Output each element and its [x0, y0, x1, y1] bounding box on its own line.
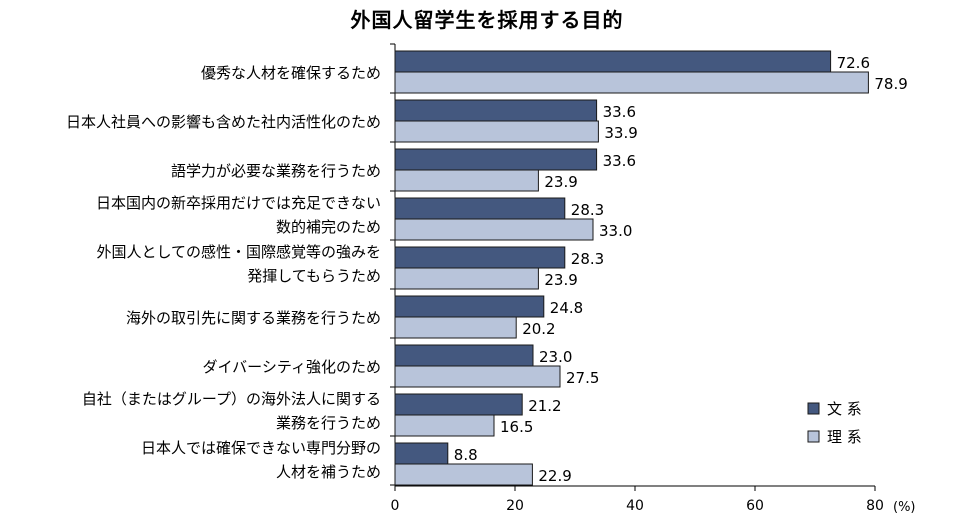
- bar-rikei: [394, 218, 594, 241]
- bar-value-label: 27.5: [566, 369, 599, 387]
- legend-label: 理 系: [827, 428, 862, 446]
- bar-bunkei: [394, 50, 832, 73]
- bar-value-label: 23.0: [539, 348, 572, 366]
- bar-rikei: [394, 463, 533, 486]
- bar-rikei: [394, 120, 599, 143]
- bar-value-label: 24.8: [550, 299, 583, 317]
- legend-label: 文 系: [827, 400, 862, 418]
- x-tick-label: 40: [626, 498, 644, 514]
- bar-bunkei: [394, 148, 598, 171]
- bar-value-label: 16.5: [500, 418, 533, 436]
- category-label: 人材を補うため: [276, 463, 381, 481]
- chart-title: 外国人留学生を採用する目的: [350, 8, 624, 32]
- bar-rikei: [394, 267, 539, 290]
- category-label: 数的補完のため: [276, 218, 381, 236]
- bar-bunkei: [394, 442, 449, 465]
- bar-value-label: 23.9: [544, 173, 577, 191]
- legend-swatch: [807, 402, 820, 415]
- bar-value-label: 72.6: [837, 54, 870, 72]
- bar-value-label: 28.3: [571, 250, 604, 268]
- bar-bunkei: [394, 295, 545, 318]
- bar-value-label: 33.0: [599, 222, 632, 240]
- category-label: 日本人社員への影響も含めた社内活性化のため: [66, 113, 381, 131]
- bar-rikei: [394, 169, 539, 192]
- bar-value-label: 33.6: [603, 152, 636, 170]
- bar-value-label: 28.3: [571, 201, 604, 219]
- bar-bunkei: [394, 197, 566, 220]
- bar-bunkei: [394, 246, 566, 269]
- category-label: 語学力が必要な業務を行うため: [171, 162, 381, 180]
- bar-bunkei: [394, 99, 598, 122]
- x-unit-label: (%): [893, 500, 916, 515]
- category-label: 業務を行うため: [276, 414, 381, 432]
- bar-value-label: 21.2: [528, 397, 561, 415]
- category-label: 外国人としての感性・国際感覚等の強みを: [96, 243, 381, 261]
- bar-rikei: [394, 365, 561, 388]
- bar-value-label: 22.9: [538, 467, 571, 485]
- bar-rikei: [394, 71, 869, 94]
- x-tick-label: 60: [746, 498, 764, 514]
- category-label: 日本国内の新卒採用だけでは充足できない: [96, 194, 381, 212]
- bar-value-label: 20.2: [522, 320, 555, 338]
- bar-rikei: [394, 414, 495, 437]
- category-label: ダイバーシティ強化のため: [202, 358, 381, 376]
- category-label: 日本人では確保できない専門分野の: [141, 439, 381, 457]
- category-label: 発揮してもらうため: [247, 267, 381, 285]
- x-tick-label: 80: [866, 498, 884, 514]
- legend-swatch: [807, 430, 820, 443]
- bar-bunkei: [394, 344, 534, 367]
- bar-value-label: 78.9: [874, 75, 907, 93]
- bar-rikei: [394, 316, 517, 339]
- x-tick-label: 0: [391, 498, 400, 514]
- category-label: 海外の取引先に関する業務を行うため: [126, 309, 381, 327]
- bar-value-label: 33.6: [603, 103, 636, 121]
- bar-value-label: 8.8: [454, 446, 478, 464]
- bar-bunkei: [394, 393, 523, 416]
- bar-value-label: 33.9: [604, 124, 637, 142]
- x-tick-label: 20: [506, 498, 524, 514]
- category-label: 優秀な人材を確保するため: [201, 64, 381, 82]
- category-label: 自社（またはグループ）の海外法人に関する: [82, 390, 381, 408]
- bar-value-label: 23.9: [544, 271, 577, 289]
